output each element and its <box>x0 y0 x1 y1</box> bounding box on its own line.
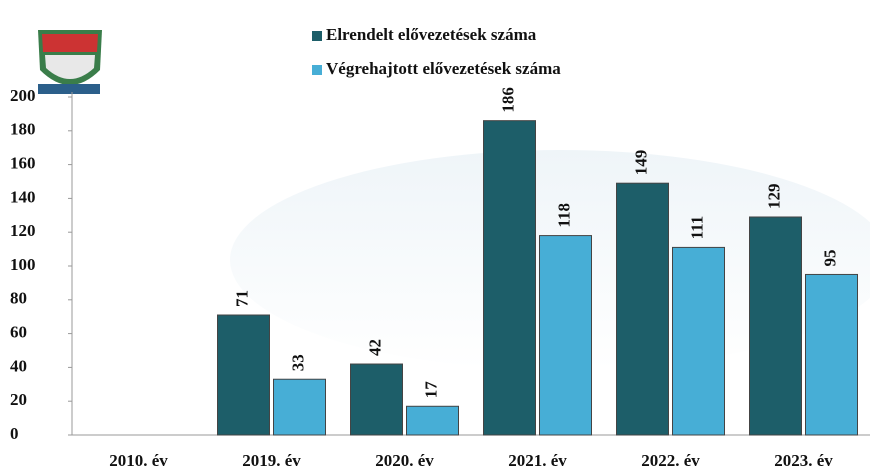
bar <box>484 121 536 435</box>
y-tick-label: 160 <box>10 154 36 173</box>
value-label: 17 <box>421 381 440 399</box>
bar <box>806 274 858 435</box>
bar <box>540 236 592 435</box>
value-label: 95 <box>820 249 839 266</box>
y-tick-label: 20 <box>10 390 27 409</box>
y-tick-label: 60 <box>10 323 27 342</box>
page: {"chart_data": {"type": "bar", "categori… <box>0 0 870 470</box>
bar <box>274 379 326 435</box>
value-label: 42 <box>365 339 384 356</box>
bar <box>673 247 725 435</box>
value-label: 129 <box>764 183 783 209</box>
legend-label: Végrehajtott elővezetések száma <box>326 59 561 78</box>
value-label: 71 <box>232 290 251 307</box>
legend-swatch <box>312 65 322 75</box>
bar <box>351 364 403 435</box>
value-label: 149 <box>631 150 650 176</box>
y-tick-label: 120 <box>10 221 36 240</box>
bar <box>218 315 270 435</box>
value-label: 118 <box>554 203 573 228</box>
x-tick-label: 2020. év <box>375 451 434 470</box>
x-tick-label: 2023. év <box>774 451 833 470</box>
bar <box>617 183 669 435</box>
x-tick-label: 2022. év <box>641 451 700 470</box>
chart: 0 20 40 60 80 100 120 140 160 180 200 Elrendelt elő… <box>0 0 870 470</box>
y-tick-label: 140 <box>10 187 36 206</box>
x-tick-label: 2021. év <box>508 451 567 470</box>
y-tick-label: 180 <box>10 120 36 139</box>
y-tick-label: 80 <box>10 289 27 308</box>
bar <box>407 406 459 435</box>
y-tick-label: 200 <box>10 86 36 105</box>
legend-label: Elrendelt elővezetések száma <box>326 25 537 44</box>
bar <box>750 217 802 435</box>
x-tick-label: 2010. év <box>109 451 168 470</box>
value-label: 111 <box>687 216 706 240</box>
value-label: 33 <box>288 354 307 371</box>
x-tick-label: 2019. év <box>242 451 301 470</box>
legend: Elrendelt elővezetések száma Végrehajtott… <box>312 25 561 78</box>
y-tick-label: 0 <box>10 424 19 443</box>
legend-swatch <box>312 31 322 41</box>
value-label: 186 <box>498 87 517 113</box>
logo <box>38 30 102 94</box>
y-tick-label: 100 <box>10 255 36 274</box>
y-tick-label: 40 <box>10 356 27 375</box>
